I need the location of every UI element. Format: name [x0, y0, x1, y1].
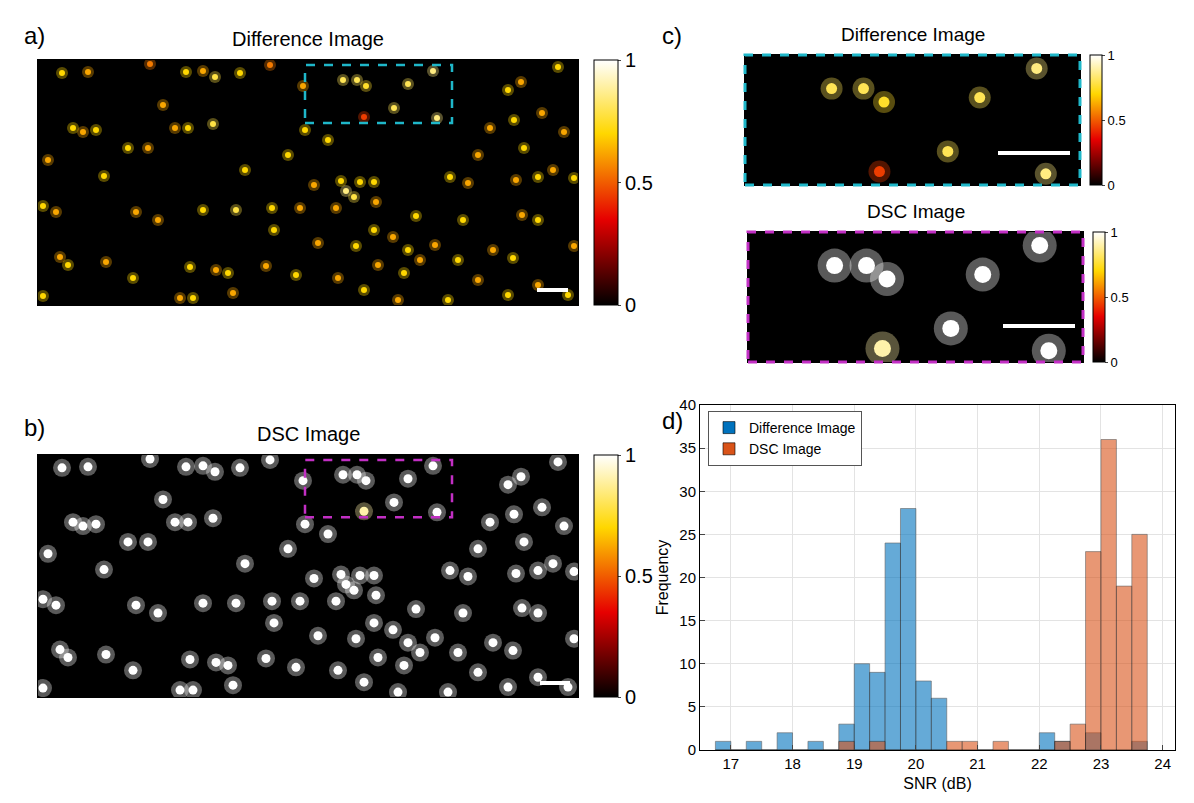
- svg-text:21: 21: [969, 755, 986, 772]
- svg-text:0.5: 0.5: [625, 565, 653, 587]
- svg-text:5: 5: [688, 698, 696, 715]
- svg-text:d): d): [662, 407, 683, 434]
- svg-text:20: 20: [908, 755, 925, 772]
- svg-text:18: 18: [784, 755, 801, 772]
- svg-text:1: 1: [1108, 48, 1115, 63]
- svg-text:22: 22: [1031, 755, 1048, 772]
- svg-text:30: 30: [679, 483, 696, 500]
- svg-text:Frequency: Frequency: [654, 540, 671, 616]
- svg-text:23: 23: [1093, 755, 1110, 772]
- svg-text:Difference Image: Difference Image: [841, 24, 985, 45]
- svg-text:1: 1: [1111, 225, 1118, 240]
- svg-text:19: 19: [846, 755, 863, 772]
- svg-text:a): a): [24, 22, 45, 49]
- svg-text:1: 1: [625, 444, 636, 466]
- svg-text:35: 35: [679, 439, 696, 456]
- svg-text:b): b): [24, 414, 45, 441]
- svg-text:40: 40: [679, 396, 696, 413]
- svg-text:20: 20: [679, 569, 696, 586]
- svg-text:DSC Image: DSC Image: [867, 201, 965, 222]
- svg-text:0: 0: [1108, 178, 1115, 193]
- svg-text:15: 15: [679, 612, 696, 629]
- svg-text:25: 25: [679, 526, 696, 543]
- svg-text:SNR (dB): SNR (dB): [903, 775, 971, 792]
- svg-text:0.5: 0.5: [625, 172, 653, 194]
- svg-text:0: 0: [688, 741, 696, 758]
- svg-text:Difference Image: Difference Image: [749, 420, 856, 436]
- svg-text:DSC Image: DSC Image: [257, 423, 360, 445]
- svg-text:0: 0: [1111, 355, 1118, 370]
- svg-text:0.5: 0.5: [1108, 113, 1126, 128]
- svg-text:10: 10: [679, 655, 696, 672]
- svg-text:DSC Image: DSC Image: [749, 441, 822, 457]
- svg-text:24: 24: [1154, 755, 1171, 772]
- svg-text:0.5: 0.5: [1111, 290, 1129, 305]
- svg-text:0: 0: [625, 686, 636, 708]
- svg-text:0: 0: [625, 294, 636, 316]
- svg-text:c): c): [662, 22, 682, 49]
- svg-text:1: 1: [625, 49, 636, 71]
- svg-text:17: 17: [722, 755, 739, 772]
- svg-text:Difference Image: Difference Image: [232, 28, 384, 50]
